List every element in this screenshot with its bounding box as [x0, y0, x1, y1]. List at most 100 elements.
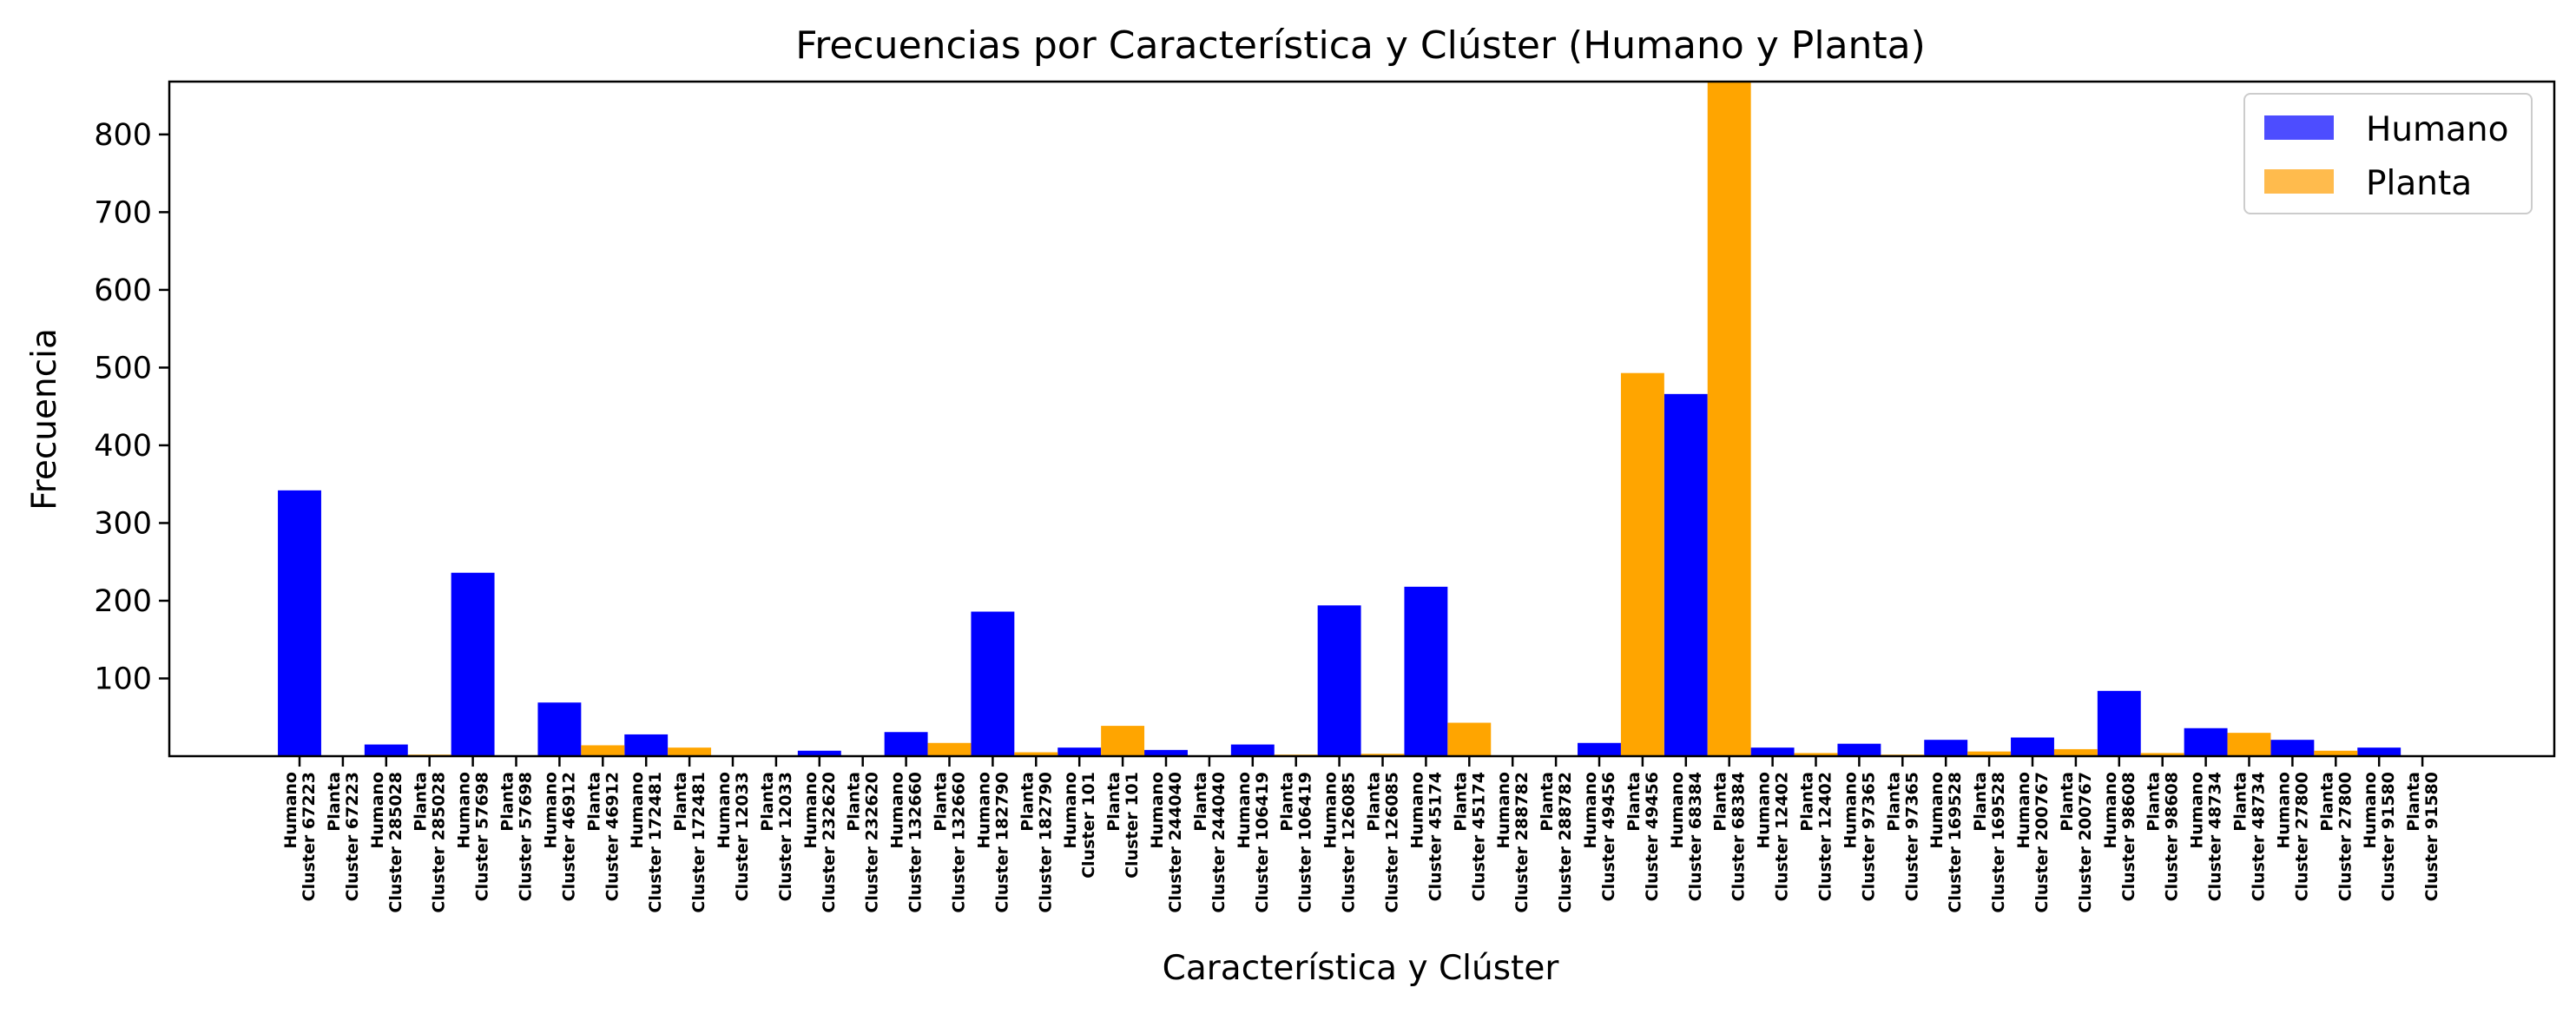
x-tick-label: Cluster 172481 — [689, 772, 708, 913]
bar-planta-39 — [1967, 751, 2012, 756]
x-tick-label: Planta — [1711, 772, 1730, 832]
bar-planta-35 — [1794, 753, 1838, 756]
x-tick-label: Cluster 106419 — [1253, 772, 1272, 913]
bar-planta-41 — [2053, 748, 2098, 756]
x-tick-label: Humano — [2014, 772, 2033, 849]
bar-planta-31 — [1620, 372, 1664, 756]
bar-humano-18 — [1057, 747, 1102, 756]
x-tick-label: Humano — [2101, 772, 2120, 849]
bar-humano-4 — [451, 572, 495, 756]
x-tick-label: Planta — [1191, 772, 1210, 832]
bar-planta-47 — [2314, 750, 2358, 756]
x-tick-label: Humano — [455, 772, 474, 849]
x-tick-label: Cluster 46912 — [559, 772, 578, 901]
x-tick-label: Cluster 49456 — [1599, 772, 1618, 901]
x-tick-label: Cluster 288782 — [1512, 772, 1532, 913]
bar-planta-45 — [2227, 733, 2271, 756]
x-tick-label: Cluster 132660 — [950, 772, 969, 913]
x-tick-label: Cluster 45174 — [1469, 772, 1488, 901]
x-tick-label: Planta — [2404, 772, 2423, 832]
bar-planta-27 — [1447, 722, 1492, 756]
x-tick-label: Cluster 48734 — [2250, 772, 2269, 901]
x-tick-label: Cluster 126085 — [1340, 772, 1359, 913]
x-tick-label: Cluster 91580 — [2422, 772, 2441, 901]
x-tick-label: Humano — [1581, 772, 1600, 849]
x-tick-label: Planta — [2317, 772, 2336, 832]
bar-humano-38 — [1924, 740, 1968, 756]
x-tick-label: Humano — [1148, 772, 1167, 849]
bar-humano-30 — [1578, 742, 1621, 756]
x-tick-label: Planta — [1365, 772, 1384, 832]
bar-humano-20 — [1144, 749, 1188, 756]
x-tick-label: Planta — [325, 772, 344, 832]
x-tick-label: Humano — [1494, 772, 1513, 849]
x-tick-label: Cluster 288782 — [1556, 772, 1575, 913]
x-tick-label: Planta — [1538, 772, 1557, 832]
x-tick-label: Cluster 97365 — [1859, 772, 1878, 901]
x-tick-label: Humano — [1668, 772, 1687, 849]
bar-humano-42 — [2097, 690, 2141, 756]
x-tick-label: Cluster 57698 — [473, 772, 492, 901]
bar-humano-22 — [1230, 744, 1275, 756]
x-tick-label: Planta — [1278, 772, 1297, 832]
x-tick-label: Planta — [1451, 772, 1470, 832]
x-tick-label: Planta — [845, 772, 864, 832]
legend-swatch-planta — [2264, 169, 2334, 194]
x-tick-label: Cluster 67223 — [343, 772, 362, 901]
x-tick-label: Planta — [1971, 772, 1990, 832]
x-tick-label: Cluster 172481 — [646, 772, 665, 913]
x-axis-label: Característica y Clúster — [1163, 949, 1560, 988]
x-tick-label: Planta — [584, 772, 603, 832]
x-tick-label: Cluster 169528 — [1989, 772, 2008, 913]
x-tick-label: Cluster 12033 — [733, 772, 752, 901]
x-tick-label: Humano — [541, 772, 560, 849]
x-tick-label: Cluster 27800 — [2336, 772, 2355, 901]
bar-humano-36 — [1837, 743, 1881, 756]
x-tick-label: Cluster 68384 — [1686, 772, 1705, 901]
bar-humano-34 — [1750, 747, 1795, 756]
bar-planta-25 — [1360, 754, 1405, 756]
bar-planta-33 — [1707, 82, 1751, 756]
x-tick-label: Planta — [1104, 772, 1123, 832]
y-tick-label: 700 — [94, 195, 152, 230]
x-tick-label: Cluster 12402 — [1816, 772, 1835, 901]
x-tick-label: Planta — [2058, 772, 2077, 832]
x-tick-label: Planta — [1798, 772, 1817, 832]
bar-humano-8 — [624, 734, 669, 756]
x-tick-label: Humano — [715, 772, 734, 849]
bar-humano-48 — [2357, 747, 2401, 756]
x-tick-label: Humano — [1927, 772, 1947, 849]
x-tick-label: Planta — [1884, 772, 1903, 832]
x-tick-label: Humano — [2188, 772, 2207, 849]
x-tick-label: Cluster 182790 — [1036, 772, 1055, 913]
x-tick-label: Cluster 48734 — [2206, 772, 2225, 901]
x-tick-label: Humano — [1841, 772, 1860, 849]
y-tick-label: 200 — [94, 584, 152, 619]
bar-humano-6 — [537, 702, 582, 756]
x-tick-label: Cluster 98608 — [2163, 772, 2182, 901]
x-tick-label: Cluster 169528 — [1946, 772, 1965, 913]
bar-planta-7 — [581, 745, 625, 756]
x-tick-label: Planta — [498, 772, 517, 832]
x-tick-label: Humano — [888, 772, 907, 849]
x-tick-label: Cluster 45174 — [1426, 772, 1445, 901]
plot-frame — [168, 80, 2556, 758]
x-tick-label: Cluster 97365 — [1902, 772, 1921, 901]
chart-title: Frecuencias por Característica y Clúster… — [795, 23, 1926, 68]
bar-humano-24 — [1317, 605, 1361, 756]
x-tick-label: Humano — [2274, 772, 2293, 849]
x-tick-label: Cluster 200767 — [2032, 772, 2052, 913]
x-tick-label: Planta — [758, 772, 777, 832]
x-tick-label: Humano — [974, 772, 993, 849]
x-tick-label: Humano — [1407, 772, 1426, 849]
bar-planta-9 — [668, 747, 712, 756]
x-tick-label: Humano — [368, 772, 387, 849]
x-tick-label: Planta — [1624, 772, 1644, 832]
x-axis: Humano Cluster 67223 Planta Cluster 67223 Hu… — [281, 756, 2441, 913]
bar-humano-0 — [278, 490, 321, 756]
x-tick-label: Cluster 232620 — [863, 772, 882, 913]
bar-humano-16 — [971, 611, 1015, 756]
x-tick-label: Planta — [412, 772, 431, 832]
x-tick-label: Cluster 12402 — [1773, 772, 1792, 901]
bar-humano-44 — [2184, 728, 2228, 756]
